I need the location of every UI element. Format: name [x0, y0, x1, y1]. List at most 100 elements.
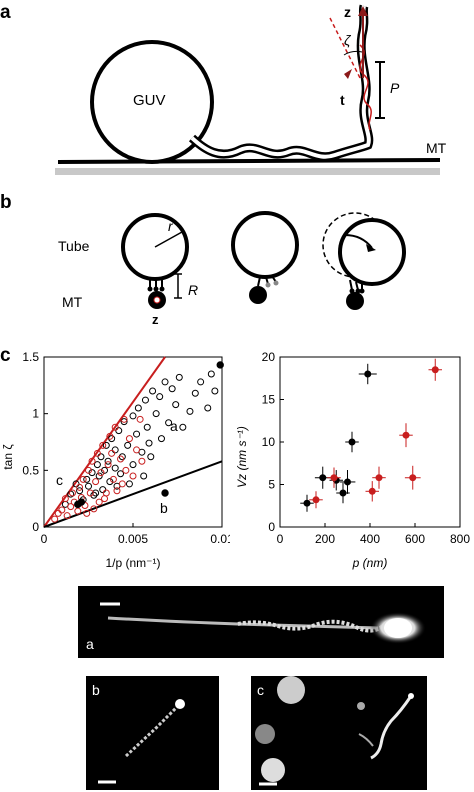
mt-2: [249, 286, 267, 304]
left-point-red: [104, 461, 112, 469]
right-point-black: [348, 438, 356, 446]
zeta-arc: [343, 50, 363, 56]
left-plot-frame: [43, 356, 223, 528]
r-label: r: [168, 218, 173, 234]
left-point-red: [90, 505, 98, 513]
boundary-line-red: [43, 356, 166, 528]
left-x-tick-label: 0.01: [210, 532, 230, 546]
right-point-black: [319, 474, 327, 482]
substrate: [55, 168, 440, 175]
left-point-black: [134, 404, 142, 412]
left-point-black: [133, 430, 141, 438]
mt-label-b: MT: [62, 294, 83, 310]
panel-b-label: b: [0, 192, 12, 213]
left-point-black: [76, 487, 84, 495]
left-point-red: [111, 423, 119, 431]
left-y-tick-label: 0.5: [22, 463, 39, 477]
left-point-black: [117, 470, 125, 478]
right-x-tick-label: 400: [360, 532, 380, 546]
left-point-black: [111, 446, 119, 454]
left-point-red: [117, 455, 125, 463]
left-point-black: [83, 475, 91, 483]
right-point-red: [312, 496, 320, 504]
left-point-black: [93, 461, 101, 469]
t-label: t: [340, 92, 345, 108]
left-point-black: [143, 423, 151, 431]
left-point-red: [109, 475, 117, 483]
left-point-black: [85, 482, 92, 490]
micrograph-a-image: [100, 602, 426, 644]
left-point-black: [104, 457, 112, 465]
tube-3: [338, 218, 406, 286]
left-point-black: [149, 387, 157, 395]
left-point-red: [138, 457, 146, 465]
left-point-black: [204, 404, 212, 412]
left-point-red: [67, 503, 75, 511]
mt-3: [346, 292, 364, 310]
micrograph-c-image: [255, 676, 414, 786]
right-point-red: [330, 474, 338, 482]
right-point-black: [344, 478, 351, 486]
panel-b-schematic: [121, 211, 406, 310]
microtubule: [57, 158, 441, 164]
left-point-black: [111, 464, 119, 472]
micrograph-c-label: c: [257, 682, 264, 698]
micrograph-a-label: a: [86, 636, 94, 652]
left-point-black: [118, 453, 126, 461]
right-y-tick-label: 0: [268, 520, 275, 534]
left-point-red: [83, 509, 91, 517]
left-point-black: [95, 472, 103, 480]
right-x-axis-label: p (nm): [352, 556, 388, 570]
region-label-c: c: [56, 472, 63, 488]
left-point-black: [102, 441, 110, 449]
left-point-red: [125, 435, 133, 443]
tube-label: Tube: [58, 238, 90, 254]
left-point-black: [172, 401, 180, 409]
left-point-black: [207, 370, 215, 378]
left-point-black: [197, 378, 205, 386]
left-point-filled: [161, 489, 169, 497]
left-point-black: [67, 490, 75, 498]
left-point-black: [124, 441, 132, 449]
right-point-black: [339, 489, 347, 497]
rotation-arrow: [344, 234, 373, 249]
right-y-tick-label: 20: [262, 350, 276, 364]
guv-label: GUV: [133, 92, 166, 109]
micrograph-b-image: [98, 699, 185, 784]
left-point-black: [152, 410, 160, 418]
p-label-a: P: [390, 80, 400, 96]
left-point-black: [129, 461, 137, 469]
micrograph-b: b: [86, 676, 219, 790]
left-point-black: [145, 439, 153, 447]
left-point-black: [99, 486, 107, 494]
left-point-red: [97, 469, 105, 477]
lipid-tube-inner: [190, 5, 371, 159]
left-y-tick-label: 1.5: [22, 350, 39, 364]
tube-2: [231, 211, 299, 279]
left-point-red: [101, 495, 109, 503]
left-point-red: [61, 495, 69, 503]
right-y-tick-label: 5: [268, 478, 275, 492]
left-x-tick-label: 0: [41, 532, 48, 546]
left-point-black: [129, 412, 137, 420]
right-point-red: [402, 431, 410, 439]
left-point-black: [92, 489, 100, 497]
left-point-red: [86, 489, 94, 497]
right-y-tick-label: 15: [262, 393, 276, 407]
left-point-red: [120, 415, 128, 423]
radius-line: [154, 231, 183, 248]
left-y-tick-label: 1: [32, 407, 39, 421]
left-point-red: [136, 415, 144, 423]
left-point-red: [113, 487, 121, 495]
left-point-black: [120, 418, 128, 426]
left-point-black: [211, 387, 219, 395]
left-point-black: [157, 435, 165, 443]
left-point-red: [88, 457, 96, 465]
left-point-black: [125, 480, 133, 488]
left-point-black: [168, 385, 176, 393]
left-point-red: [118, 480, 126, 488]
panel-c-label: c: [0, 345, 11, 366]
tangent-line: [329, 17, 361, 79]
right-y-axis-label: Vz (nm s⁻¹): [235, 426, 249, 488]
right-point-black: [303, 499, 311, 507]
